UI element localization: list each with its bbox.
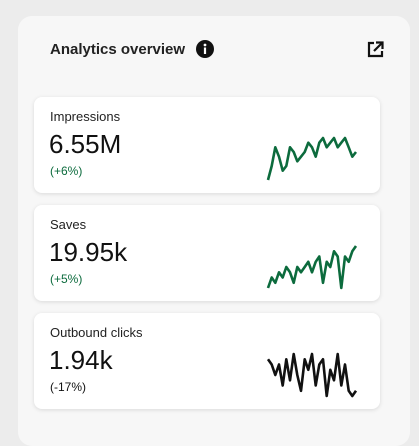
sparkline (266, 136, 358, 181)
sparkline-path (266, 352, 358, 398)
metric-value: 19.95k (49, 237, 128, 267)
metric-change: (+6%) (50, 164, 83, 178)
metric-card: Saves 19.95k (+5%) (34, 205, 380, 301)
info-icon[interactable] (196, 40, 214, 58)
metric-value: 1.94k (49, 345, 113, 375)
metric-label: Impressions (50, 109, 121, 124)
metric-card: Impressions 6.55M (+6%) (34, 97, 380, 193)
metric-label: Saves (50, 217, 87, 232)
metric-value: 6.55M (49, 129, 122, 159)
metric-change: (-17%) (50, 380, 87, 394)
metric-card: Outbound clicks 1.94k (-17%) (34, 313, 380, 409)
analytics-panel: Analytics overview Impressions 6.55M (+6%)… (18, 16, 410, 446)
sparkline (266, 352, 358, 398)
page: Analytics overview Impressions 6.55M (+6%)… (18, 16, 410, 446)
metric-label: Outbound clicks (50, 325, 143, 340)
sparkline-path (266, 245, 358, 290)
sparkline-path (266, 136, 358, 181)
panel-title: Analytics overview (50, 41, 186, 58)
metric-change: (+5%) (50, 272, 83, 286)
sparkline (266, 245, 358, 290)
external-link-icon[interactable] (367, 41, 384, 58)
